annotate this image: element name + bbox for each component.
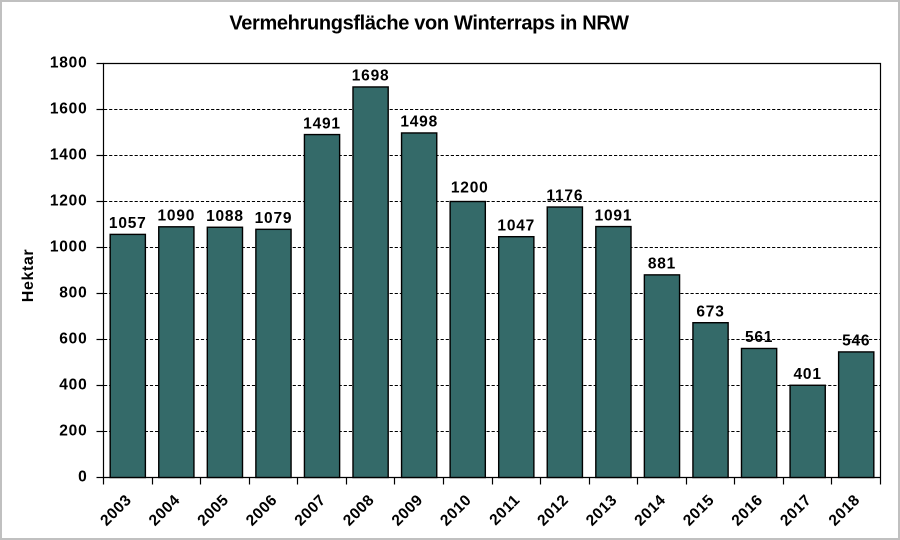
- svg-text:1491: 1491: [303, 115, 341, 132]
- svg-text:1047: 1047: [497, 217, 535, 234]
- svg-text:1698: 1698: [352, 68, 390, 85]
- svg-text:673: 673: [696, 303, 724, 320]
- svg-text:1600: 1600: [50, 101, 88, 118]
- svg-text:0: 0: [78, 469, 87, 486]
- svg-text:200: 200: [59, 423, 87, 440]
- svg-text:1000: 1000: [50, 239, 88, 256]
- svg-text:1400: 1400: [50, 147, 88, 164]
- svg-text:1057: 1057: [109, 215, 147, 232]
- svg-text:1090: 1090: [157, 208, 195, 225]
- svg-text:1200: 1200: [451, 180, 489, 197]
- svg-text:1800: 1800: [50, 55, 88, 72]
- svg-text:546: 546: [842, 333, 870, 350]
- svg-text:Vermehrungsfläche von Winterra: Vermehrungsfläche von Winterraps in NRW: [229, 13, 629, 35]
- svg-text:1091: 1091: [595, 207, 633, 224]
- svg-text:561: 561: [745, 329, 773, 346]
- svg-text:1200: 1200: [50, 193, 88, 210]
- svg-text:400: 400: [59, 377, 87, 394]
- svg-text:Hektar: Hektar: [20, 249, 37, 302]
- svg-text:1498: 1498: [400, 114, 438, 131]
- svg-text:881: 881: [648, 256, 676, 273]
- svg-text:1079: 1079: [255, 210, 293, 227]
- svg-text:401: 401: [794, 366, 822, 383]
- svg-text:1176: 1176: [546, 188, 583, 205]
- svg-text:800: 800: [59, 285, 87, 302]
- svg-text:1088: 1088: [206, 208, 244, 225]
- svg-text:600: 600: [59, 331, 87, 348]
